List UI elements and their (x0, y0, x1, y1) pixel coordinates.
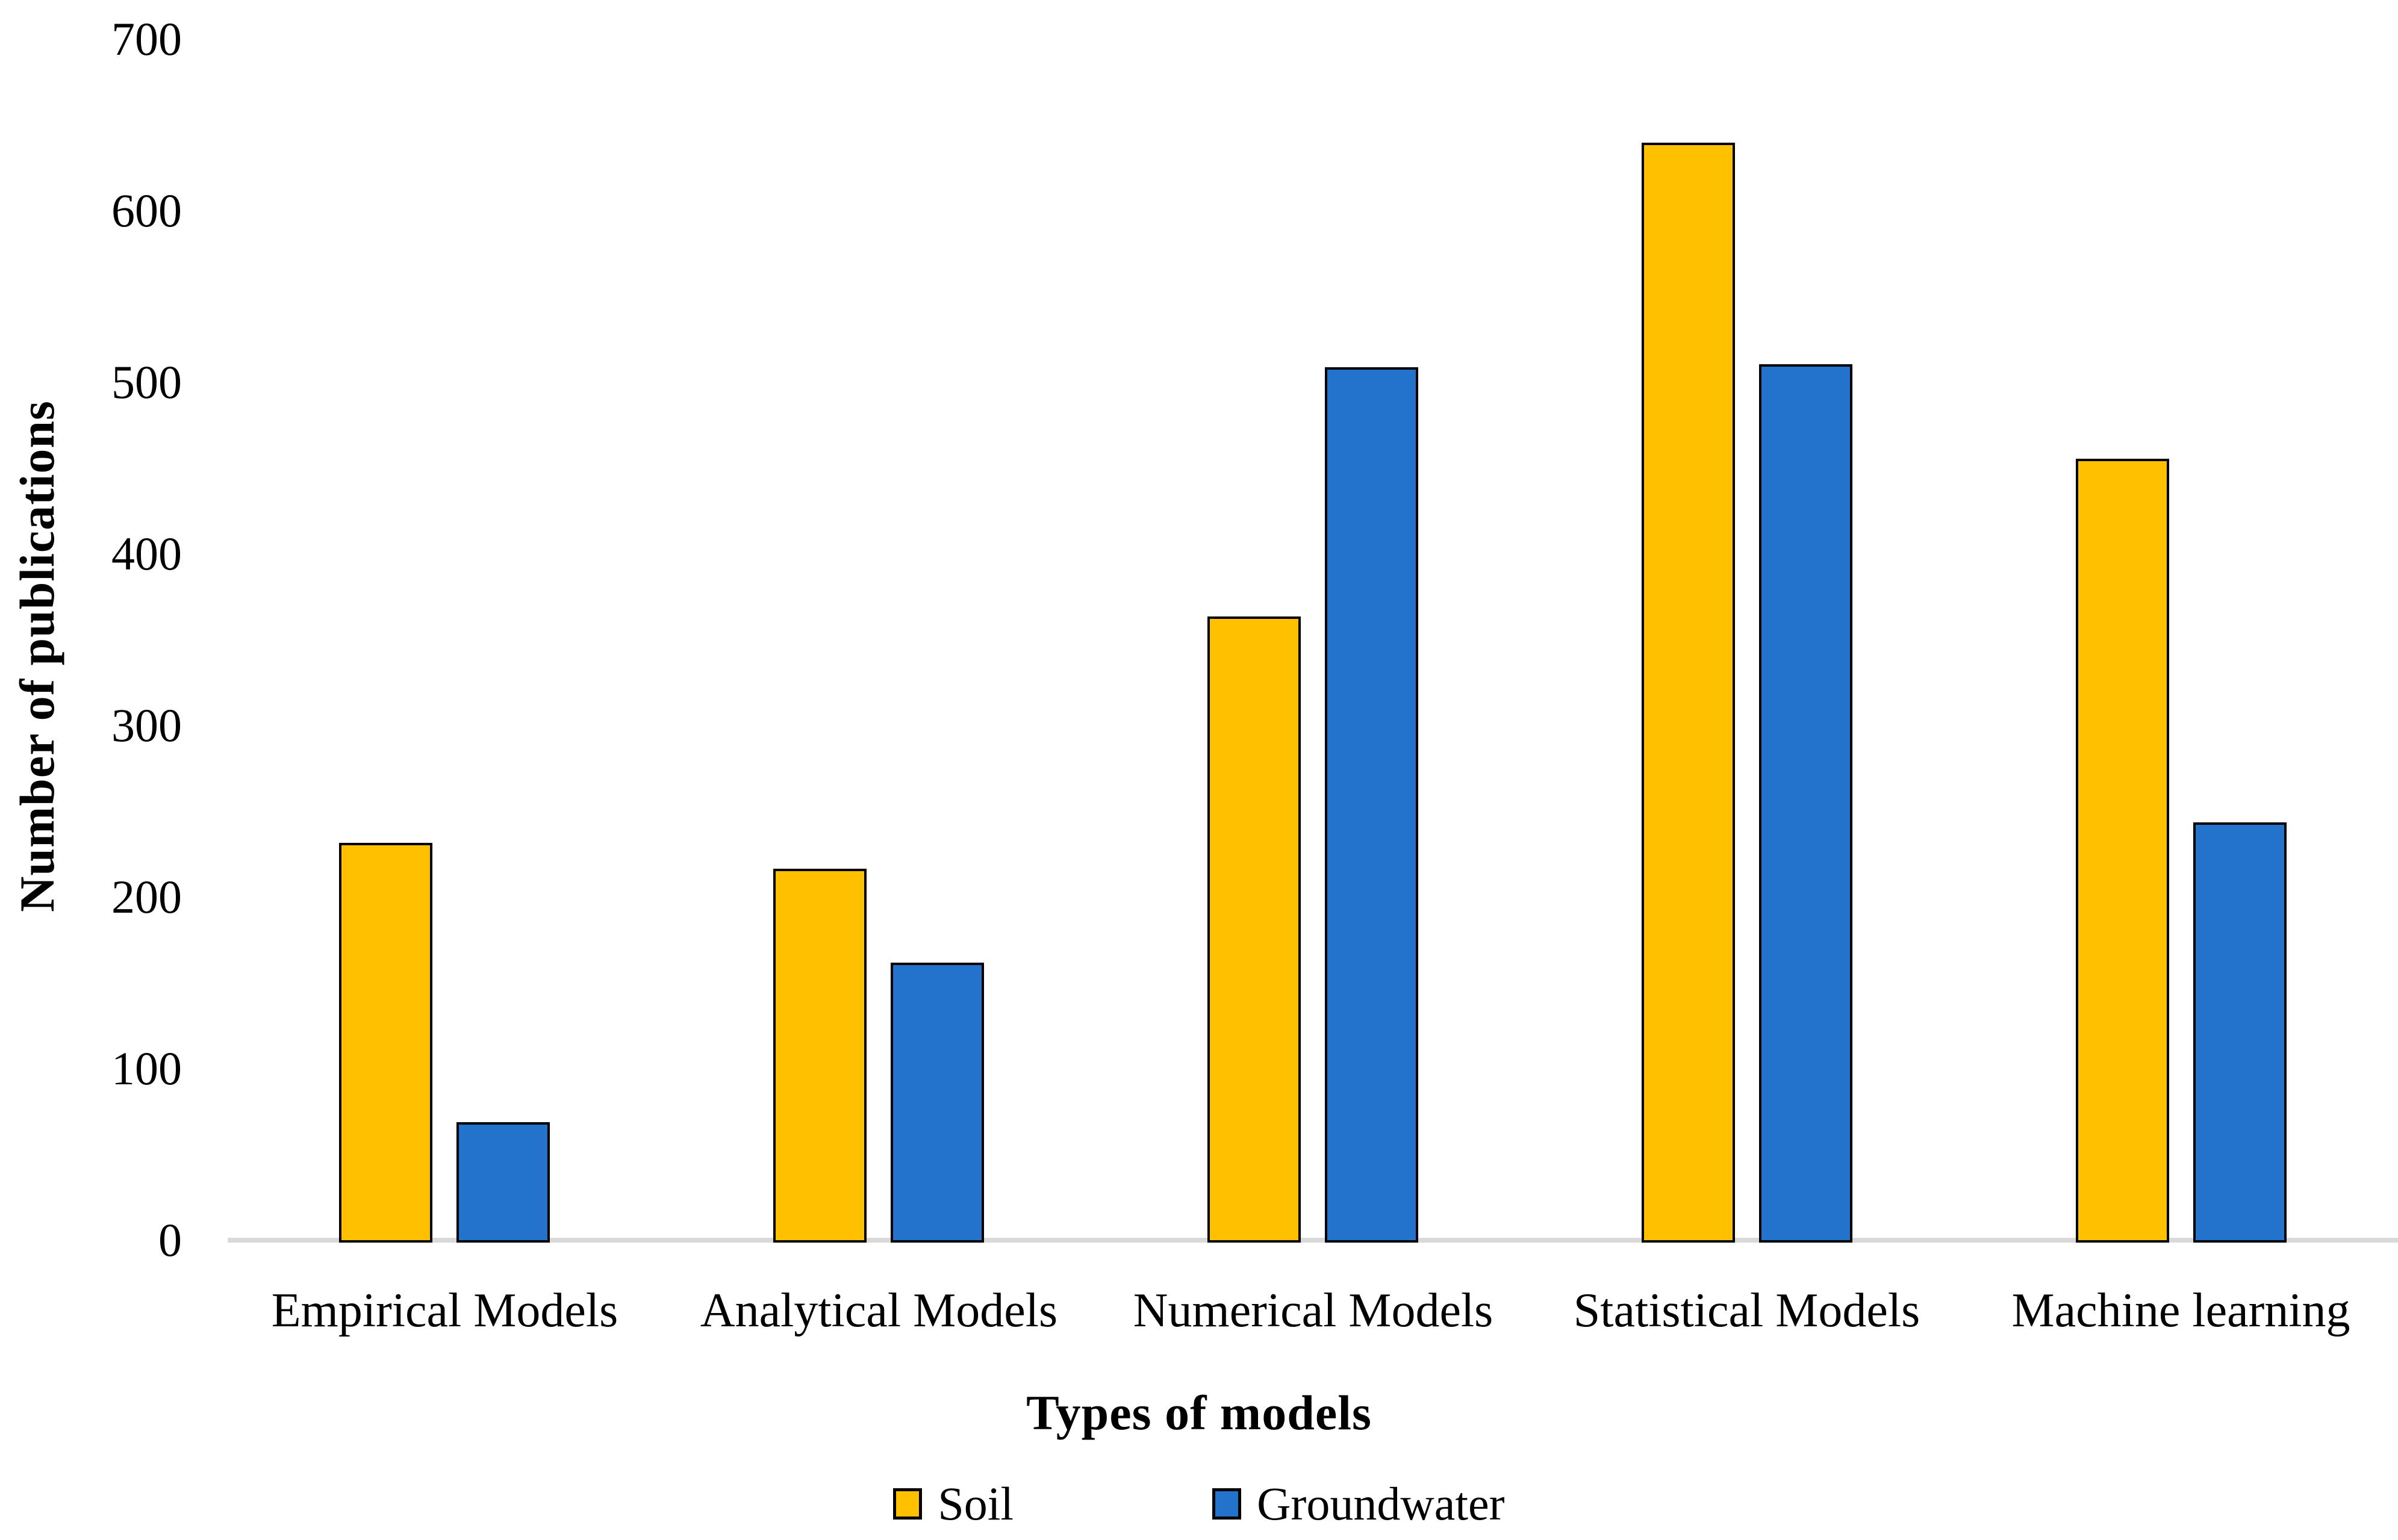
bar-soil-numerical-models (1207, 616, 1301, 1243)
y-tick-label-400: 400 (111, 527, 182, 580)
bar-groundwater-statistical-models (1759, 364, 1852, 1243)
bar-soil-statistical-models (1642, 143, 1735, 1243)
legend: Soil Groundwater (0, 1474, 2398, 1534)
y-tick-label-300: 300 (111, 699, 182, 751)
bar-soil-empirical-models (339, 843, 432, 1243)
x-category-label-machine-learning: Machine learning (2011, 1284, 2350, 1337)
bar-soil-analytical-models (773, 869, 867, 1243)
x-category-label-analytical-models: Analytical Models (700, 1284, 1058, 1337)
x-axis-title: Types of models (1026, 1385, 1372, 1440)
bar-groundwater-analytical-models (891, 963, 984, 1243)
plot-area (228, 39, 2398, 1243)
y-tick-label-0: 0 (158, 1214, 182, 1266)
x-category-label-statistical-models: Statistical Models (1573, 1284, 1920, 1337)
y-tick-label-600: 600 (111, 184, 182, 237)
x-axis-baseline (228, 1238, 2398, 1243)
y-tick-label-500: 500 (111, 356, 182, 408)
legend-label-groundwater: Groundwater (1257, 1477, 1505, 1530)
legend-swatch-icon-groundwater (1212, 1488, 1242, 1520)
y-tick-label-700: 700 (111, 13, 182, 65)
bar-groundwater-empirical-models (456, 1122, 550, 1243)
y-axis-title: Number of publications (10, 400, 64, 912)
x-category-label-numerical-models: Numerical Models (1133, 1284, 1493, 1337)
bar-groundwater-numerical-models (1325, 367, 1418, 1243)
legend-item-groundwater: Groundwater (1212, 1474, 1505, 1534)
legend-swatch-icon-soil (893, 1488, 923, 1520)
y-tick-label-200: 200 (111, 871, 182, 923)
x-category-label-empirical-models: Empirical Models (271, 1284, 618, 1337)
bar-groundwater-machine-learning (2193, 822, 2287, 1243)
bar-soil-machine-learning (2076, 459, 2169, 1243)
legend-label-soil: Soil (938, 1477, 1014, 1530)
y-tick-label-100: 100 (111, 1042, 182, 1094)
legend-item-soil: Soil (893, 1474, 1014, 1534)
